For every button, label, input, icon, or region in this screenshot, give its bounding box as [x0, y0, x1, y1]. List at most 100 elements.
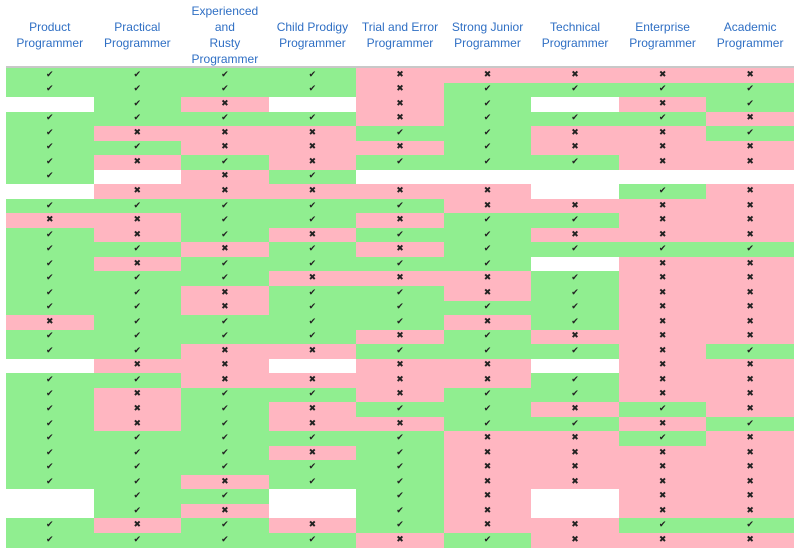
check-cell: ✔	[531, 111, 619, 127]
cross-cell: ✖	[6, 315, 94, 330]
cross-cell: ✖	[181, 97, 269, 112]
cross-cell: ✖	[618, 358, 707, 374]
cross-cell: ✖	[706, 271, 794, 286]
cross-cell: ✖	[706, 373, 794, 388]
empty-cell	[6, 97, 94, 112]
check-cell: ✔	[6, 416, 94, 432]
table-row: ✔ ✔ ✔ ✔ ✔ ✖ ✖ ✖ ✖	[6, 460, 794, 475]
check-cell: ✔	[443, 140, 532, 156]
check-cell: ✔	[181, 533, 269, 548]
check-cell: ✔	[356, 445, 444, 461]
check-cell: ✔	[356, 126, 444, 141]
table-row: ✖ ✖ ✔ ✔ ✖ ✔ ✔ ✖ ✖	[6, 213, 794, 228]
cross-cell: ✖	[531, 227, 619, 243]
empty-cell	[531, 169, 619, 185]
cross-cell: ✖	[618, 140, 707, 156]
table-row: ✔ ✔ ✔ ✔ ✔ ✖ ✖ ✔ ✖	[6, 431, 794, 446]
check-cell: ✔	[706, 242, 794, 257]
cross-cell: ✖	[181, 503, 269, 519]
cross-cell: ✖	[531, 329, 619, 345]
check-cell: ✔	[181, 68, 269, 83]
cross-cell: ✖	[443, 271, 532, 286]
cross-cell: ✖	[443, 373, 532, 388]
check-cell: ✔	[706, 518, 794, 533]
check-cell: ✔	[443, 111, 532, 127]
check-cell: ✔	[531, 82, 619, 98]
check-cell: ✔	[6, 431, 94, 446]
column-header-experienced-rusty: Experienced and Rusty Programmer	[191, 4, 259, 66]
check-cell: ✔	[6, 68, 94, 83]
check-cell: ✔	[531, 315, 619, 330]
cross-cell: ✖	[181, 285, 269, 301]
cross-cell: ✖	[181, 300, 269, 316]
check-cell: ✔	[93, 82, 182, 98]
check-cell: ✔	[6, 285, 94, 301]
check-cell: ✔	[618, 242, 707, 257]
empty-cell	[531, 97, 619, 112]
check-cell: ✔	[443, 256, 532, 272]
check-cell: ✔	[181, 213, 269, 228]
check-cell: ✔	[356, 256, 444, 272]
check-cell: ✔	[6, 169, 94, 185]
table-row: ✖ ✖ ✖ ✖ ✖ ✖	[6, 358, 794, 374]
check-cell: ✔	[6, 271, 94, 286]
cross-cell: ✖	[443, 68, 532, 83]
check-cell: ✔	[181, 416, 269, 432]
cross-cell: ✖	[93, 518, 182, 533]
cross-cell: ✖	[93, 402, 182, 417]
check-cell: ✔	[356, 315, 444, 330]
table-row: ✔ ✔ ✔ ✔ ✖ ✖ ✖ ✖ ✖	[6, 68, 794, 83]
cross-cell: ✖	[706, 256, 794, 272]
cross-cell: ✖	[443, 315, 532, 330]
table-row: ✔ ✔ ✔ ✖ ✖ ✖ ✔ ✖ ✖	[6, 271, 794, 286]
table-row: ✔ ✖ ✔ ✖ ✔ ✖ ✖ ✔ ✔	[6, 518, 794, 533]
cross-cell: ✖	[443, 460, 532, 475]
check-cell: ✔	[93, 111, 182, 127]
cross-cell: ✖	[268, 155, 357, 170]
cross-cell: ✖	[706, 315, 794, 330]
cross-cell: ✖	[706, 503, 794, 519]
check-cell: ✔	[443, 344, 532, 359]
cross-cell: ✖	[268, 402, 357, 417]
cross-cell: ✖	[268, 344, 357, 359]
cross-cell: ✖	[618, 126, 707, 141]
cross-cell: ✖	[93, 126, 182, 141]
check-cell: ✔	[6, 373, 94, 388]
column-header-child-prodigy: Child Prodigy Programmer	[276, 20, 349, 50]
cross-cell: ✖	[706, 184, 794, 199]
check-cell: ✔	[6, 460, 94, 475]
cross-cell: ✖	[443, 198, 532, 214]
check-cell: ✔	[181, 227, 269, 243]
check-cell: ✔	[356, 344, 444, 359]
check-cell: ✔	[181, 387, 269, 403]
cross-cell: ✖	[706, 387, 794, 403]
check-cell: ✔	[531, 300, 619, 316]
check-cell: ✔	[6, 126, 94, 141]
cross-cell: ✖	[356, 111, 444, 127]
check-cell: ✔	[531, 213, 619, 228]
cross-cell: ✖	[356, 373, 444, 388]
cross-cell: ✖	[443, 489, 532, 504]
check-cell: ✔	[268, 213, 357, 228]
check-cell: ✔	[356, 198, 444, 214]
check-cell: ✔	[618, 431, 707, 446]
check-cell: ✔	[268, 198, 357, 214]
empty-cell	[268, 358, 357, 374]
cross-cell: ✖	[706, 140, 794, 156]
empty-cell	[706, 169, 794, 185]
empty-cell	[618, 169, 707, 185]
check-cell: ✔	[443, 533, 532, 548]
check-cell: ✔	[6, 518, 94, 533]
cross-cell: ✖	[6, 213, 94, 228]
check-cell: ✔	[531, 387, 619, 403]
check-cell: ✔	[531, 416, 619, 432]
check-cell: ✔	[181, 431, 269, 446]
check-cell: ✔	[6, 242, 94, 257]
table-row: ✖ ✔ ✔ ✔ ✔ ✖ ✔ ✖ ✖	[6, 315, 794, 330]
check-cell: ✔	[6, 111, 94, 127]
cross-cell: ✖	[356, 242, 444, 257]
cross-cell: ✖	[618, 387, 707, 403]
table-row: ✔ ✖ ✖ ✖ ✔ ✔ ✖ ✖ ✔	[6, 126, 794, 141]
table-row: ✔ ✔ ✔ ✔ ✖ ✔ ✖ ✖ ✖	[6, 329, 794, 345]
cross-cell: ✖	[531, 198, 619, 214]
